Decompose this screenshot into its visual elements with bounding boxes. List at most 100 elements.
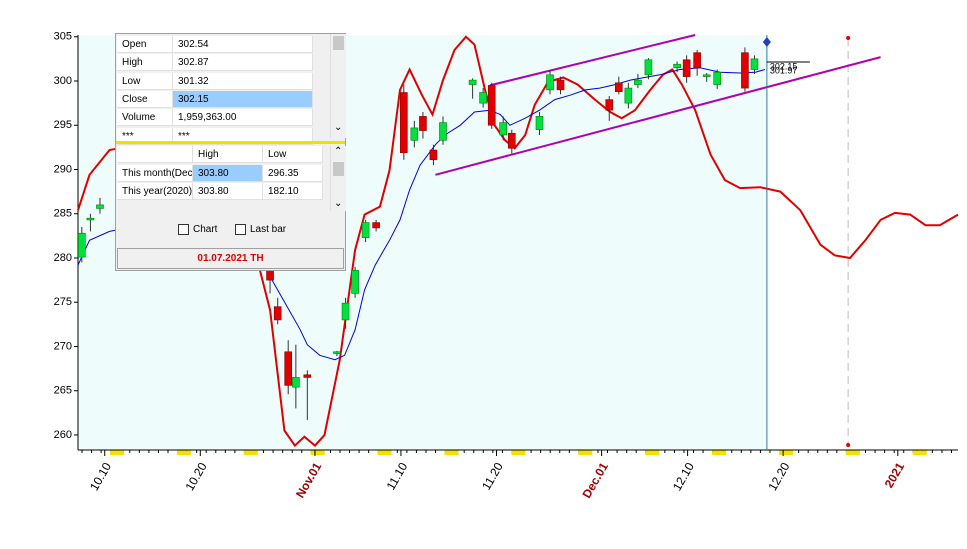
x-tick-label: 11.10 [384,460,411,493]
candle-body [372,222,380,229]
cell-value: 182.10 [263,183,323,200]
row-label: Low [117,72,173,90]
cursor-price-label: 302.15 [770,61,798,71]
candle-body [333,351,341,354]
candle-body [673,63,681,69]
checkbox-label[interactable]: Chart [193,224,218,235]
candle-body [741,52,749,89]
week-marker [110,450,124,455]
candle-body [303,374,312,378]
week-marker [578,450,593,455]
x-tick-label: 12.10 [670,460,697,493]
candle-body [266,270,274,281]
candle-body [634,79,642,85]
week-marker [779,450,793,455]
candle-body [615,82,623,92]
candle-body [361,222,370,238]
candle-body [556,79,565,91]
candle-body [419,116,427,131]
row-label: *** [117,127,173,145]
cursor-price-label: 301.97 [770,65,798,75]
row-label: High [117,54,173,72]
candle-body [400,92,408,153]
week-marker [176,450,191,455]
projection-dot [846,443,851,447]
row-value: 302.54 [173,36,313,53]
candle-body [439,122,447,141]
row-label: This year(2020) [117,183,193,200]
separator [116,141,345,144]
checkbox-label[interactable]: Last bar [250,224,287,235]
candle-body [750,58,759,70]
overlay-line [77,35,959,448]
y-tick-label: 290 [54,163,72,175]
scrollbar[interactable]: ⌃ ⌄ [330,146,346,211]
trend-line [435,56,881,176]
x-tick-label: 10.10 [87,460,114,493]
row-value: *** [173,127,313,145]
cursor-marker [762,37,771,47]
candle-body [487,85,496,126]
info-panel: Open 302.54 High 302.87 Low 301.32 Close 302.15… [115,33,346,271]
candle-body [429,149,438,161]
overlay-line [77,67,766,361]
row-value: 301.32 [173,72,313,90]
scroll-arrow[interactable]: ⌄ [334,198,343,209]
scroll-thumb[interactable] [333,36,344,50]
y-tick-label: 285 [54,208,72,220]
x-tick-label: 10.20 [183,460,210,493]
date-label: 01.07.2021 TH [117,248,344,269]
week-marker [310,450,325,455]
candle-body [507,132,516,149]
y-tick-label: 300 [54,75,72,87]
candle-body [546,74,554,91]
week-marker [243,450,258,455]
x-tick-label: Nov.01 [293,460,325,501]
week-marker [511,450,526,455]
y-tick-label: 265 [54,385,72,397]
scroll-arrow[interactable]: ⌃ [334,146,343,157]
x-tick-label: 2021 [882,460,908,490]
header-cell: Low [263,146,323,163]
x-tick-label: 11.20 [479,460,506,493]
y-tick-label: 275 [54,296,72,308]
candle-body [693,52,701,69]
week-marker [444,450,459,455]
candle-body [341,302,350,321]
x-tick-label: Dec.01 [579,460,611,501]
row-label: Open [117,36,173,53]
candle-body [410,127,419,141]
cell-value: 303.80 [193,165,263,182]
candle-body [624,87,633,104]
trend-line [489,34,696,87]
row-value: 1,959,363.00 [173,109,313,127]
week-marker [377,450,392,455]
scroll-thumb[interactable] [333,162,344,176]
candle-body [292,377,300,388]
candle-body [468,79,477,85]
candle-body [499,122,507,136]
scroll-arrow[interactable]: ⌄ [334,122,343,133]
week-marker [645,450,660,455]
row-label: This month(Dec) [117,165,193,182]
candle-body [713,71,722,85]
header-cell: High [193,146,263,163]
candle-body [479,92,487,104]
checkbox[interactable] [235,224,246,235]
week-marker [712,450,727,455]
row-value: 302.15 [173,90,313,108]
cell-value: 296.35 [263,165,323,182]
y-tick-label: 270 [54,340,72,352]
y-tick-label: 305 [54,31,72,43]
checkbox[interactable] [178,224,189,235]
candle-body [644,59,653,76]
week-marker [845,450,860,455]
y-tick-label: 260 [54,429,72,441]
candle-body [702,74,711,77]
candle-body [78,232,86,258]
candle-body [96,204,104,209]
scrollbar[interactable]: ⌄ [330,34,346,138]
candle-body [682,59,691,77]
row-label: Close [117,90,173,108]
